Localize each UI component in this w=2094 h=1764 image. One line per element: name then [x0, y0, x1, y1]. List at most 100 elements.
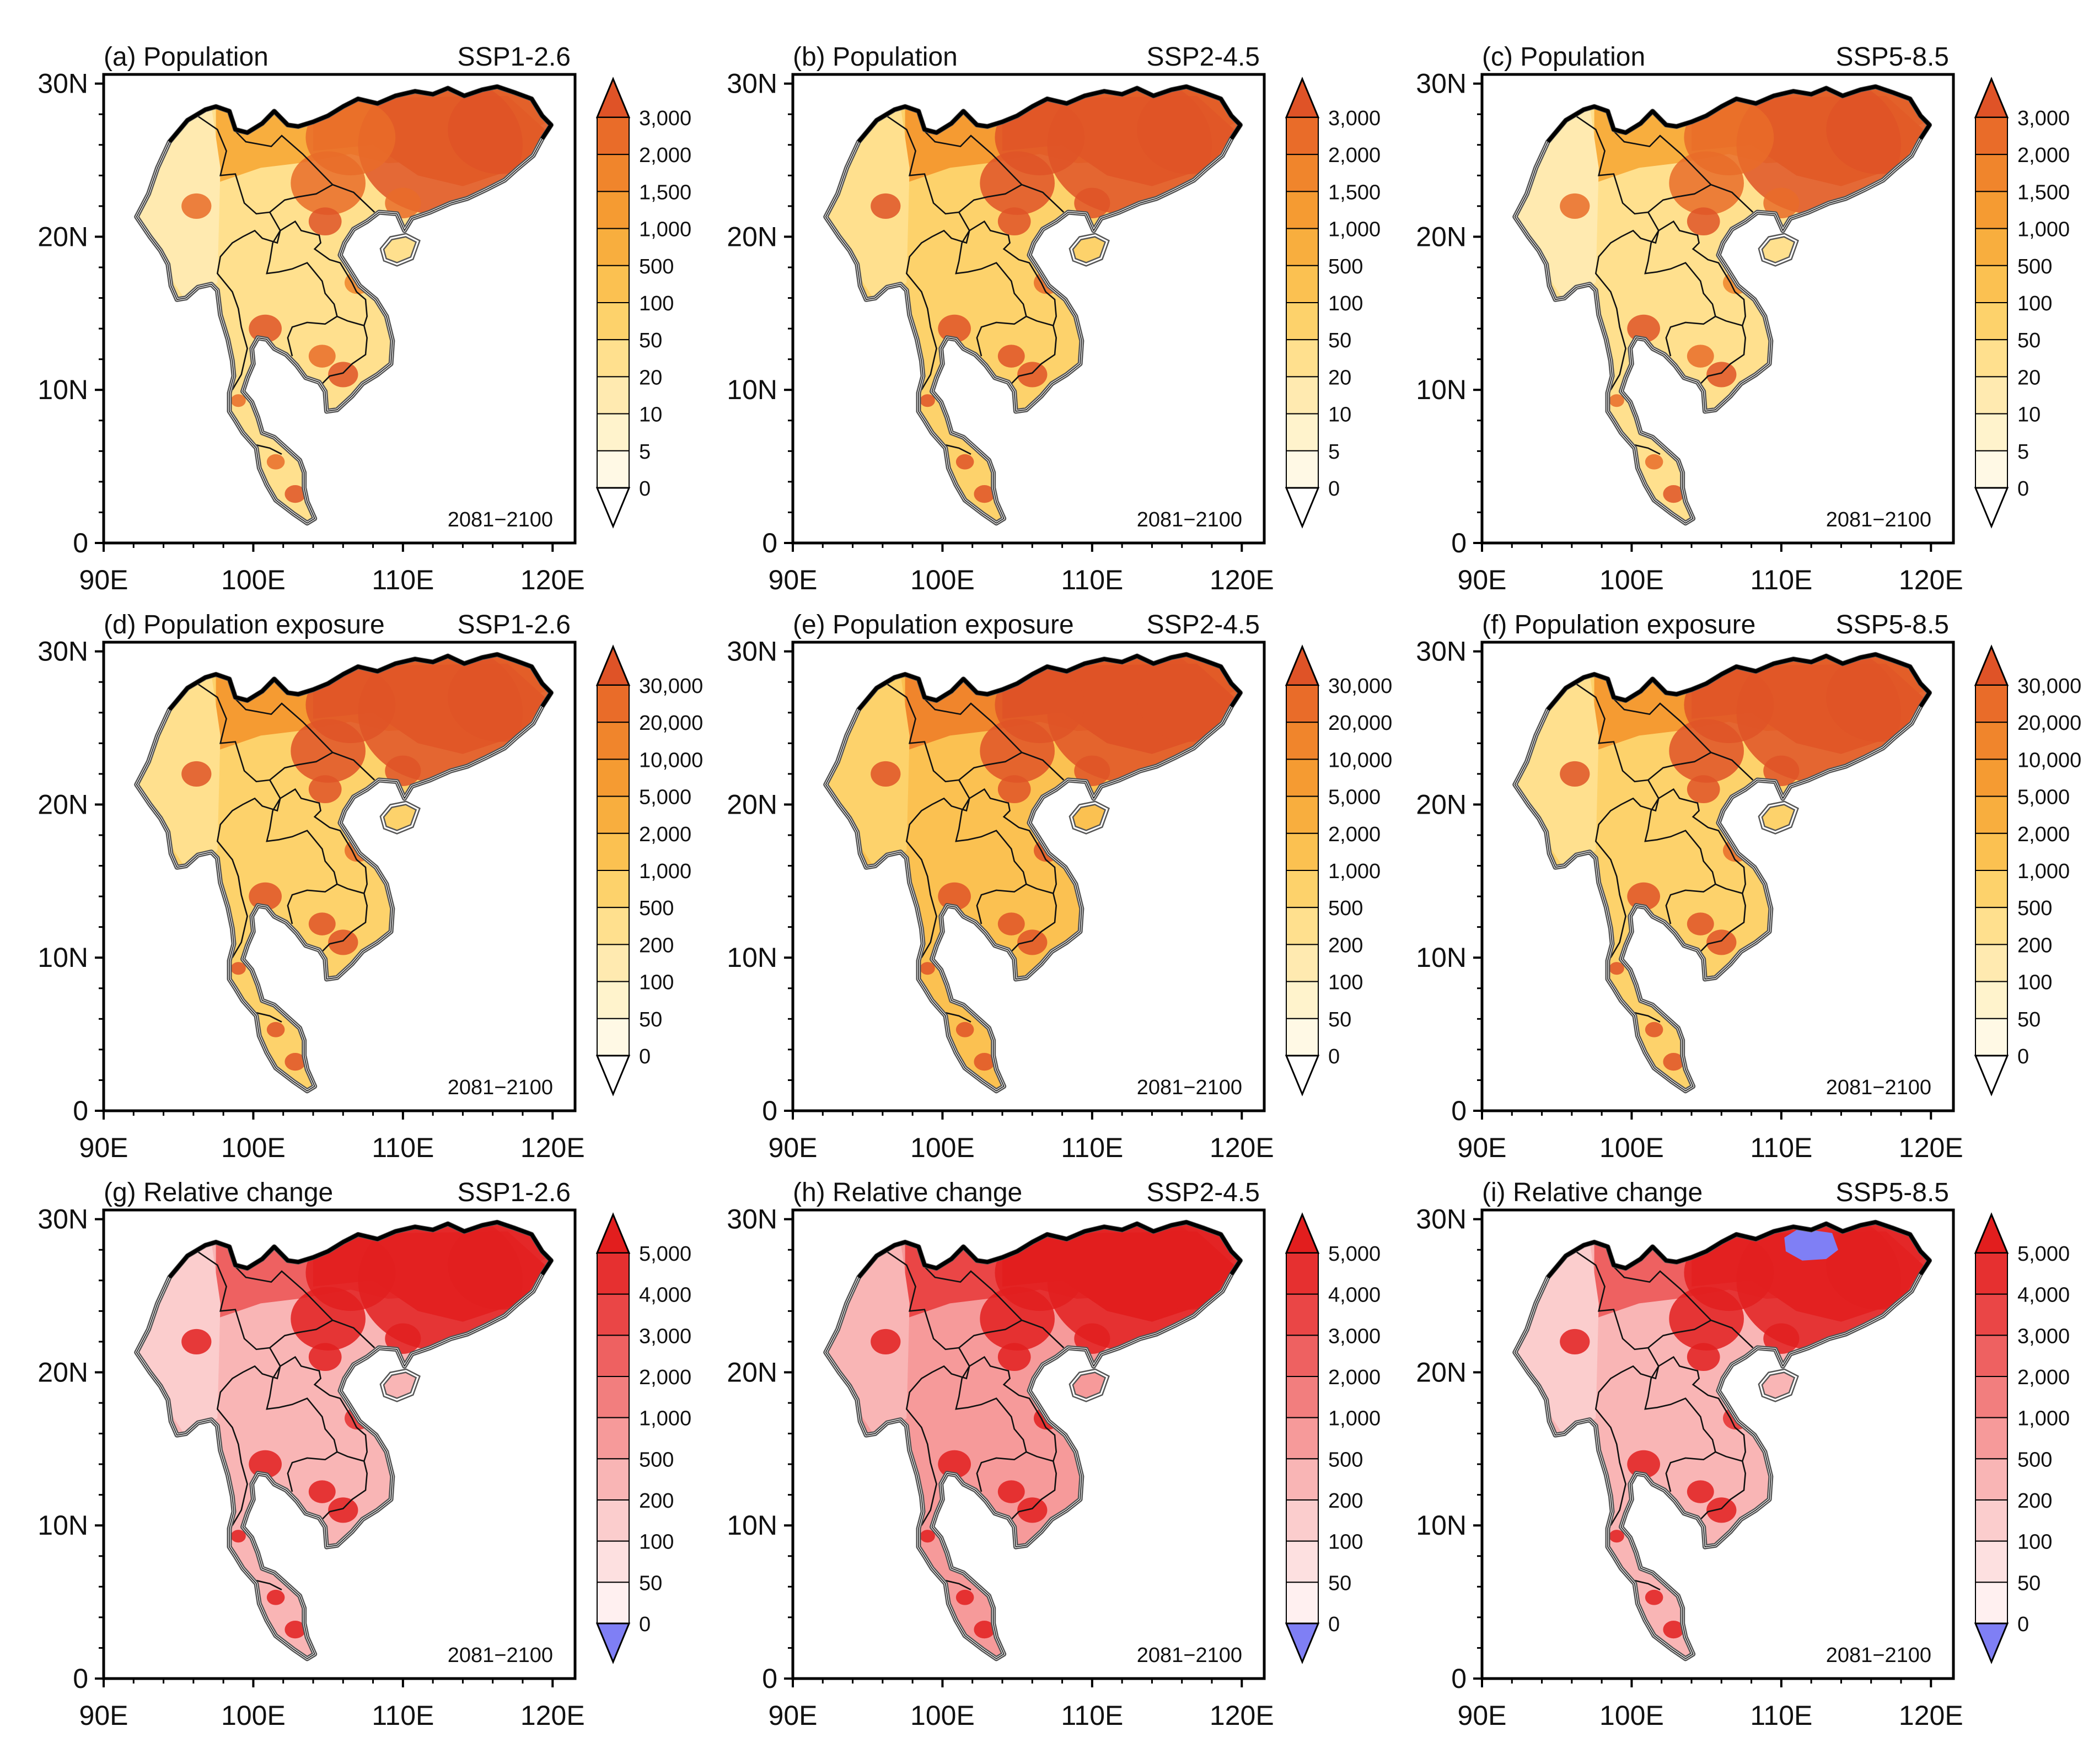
northern-boundary — [857, 1220, 1243, 1279]
colorbar-label: 20,000 — [2017, 712, 2081, 735]
colorbar-label: 1,000 — [1328, 218, 1381, 241]
country-border — [945, 1579, 971, 1591]
colorbar-swatch — [1975, 413, 2008, 451]
colorbar-swatch — [1286, 228, 1319, 266]
country-border — [266, 1365, 338, 1492]
period-label: 2081−2100 — [1826, 1076, 1931, 1099]
colorbar-max-arrow — [1285, 1212, 1320, 1254]
hotspot — [230, 962, 246, 975]
map-panel: 90E 100E 110E 120E 0 10N 20N 30N (i) Relative ch… — [1416, 1178, 2070, 1731]
hotspot — [1074, 755, 1110, 787]
colorbar-swatch — [597, 1293, 630, 1336]
hotspot — [1687, 775, 1720, 804]
y-tick-label: 30N — [37, 68, 88, 99]
y-tick-label: 30N — [1416, 1204, 1467, 1235]
hotspot — [997, 912, 1025, 935]
colorbar-swatch — [1975, 1376, 2008, 1418]
colorbar-label: 100 — [2017, 971, 2052, 994]
x-tick-label: 100E — [1599, 1132, 1664, 1163]
hotspot — [1137, 87, 1241, 174]
colorbar-label: 0 — [1328, 477, 1340, 501]
hotspot — [920, 1530, 935, 1543]
hotspot — [448, 87, 551, 174]
country-border — [228, 111, 375, 213]
colorbar-swatch — [1975, 759, 2008, 797]
country-border — [1607, 111, 1754, 213]
hotspot — [1826, 654, 1930, 742]
y-tick-label: 20N — [37, 789, 88, 820]
colorbar-label: 4,000 — [1328, 1284, 1381, 1307]
colorbar-swatch — [1286, 981, 1319, 1019]
map-panel: 90E 100E 110E 120E 0 10N 20N 30N (c) Population S… — [1416, 42, 2070, 595]
country-border — [1594, 1347, 1660, 1526]
map-panel: 90E 100E 110E 120E 0 10N 20N 30N (a) Population S… — [37, 42, 691, 595]
colorbar-swatch — [597, 981, 630, 1019]
x-tick-label: 120E — [520, 1132, 585, 1163]
colorbar-swatch — [1286, 795, 1319, 834]
panel-title: (e) Population exposure — [793, 610, 1074, 639]
colorbar-label: 10 — [2017, 404, 2041, 427]
colorbar-label: 1,000 — [1328, 860, 1381, 883]
colorbar-label: 5 — [1328, 440, 1340, 464]
y-tick-label: 0 — [762, 1663, 777, 1694]
colorbar-label: 5,000 — [639, 786, 691, 809]
colorbar-min-arrow — [1974, 1055, 2009, 1096]
colorbar-label: 200 — [2017, 934, 2052, 957]
colorbar-swatch — [1975, 1252, 2008, 1295]
colorbar-swatch — [597, 870, 630, 908]
colorbar-label: 5,000 — [1328, 786, 1381, 809]
hotspot — [1017, 362, 1048, 388]
colorbar-label: 500 — [1328, 897, 1363, 920]
colorbar-swatch — [1975, 1417, 2008, 1460]
colorbar-label: 100 — [2017, 1531, 2052, 1554]
hotspot — [1763, 1323, 1800, 1354]
y-tick-label: 20N — [1416, 789, 1467, 820]
country-border — [969, 1356, 1057, 1461]
colorbar-swatch — [597, 1376, 630, 1418]
country-border — [1700, 1451, 1747, 1520]
colorbar-swatch — [1975, 450, 2008, 488]
y-tick-label: 30N — [1416, 636, 1467, 667]
y-tick-label: 0 — [1451, 1663, 1467, 1694]
hotspot — [1687, 345, 1714, 368]
hotspot — [308, 912, 336, 935]
colorbar-label: 5,000 — [1328, 1243, 1381, 1266]
colorbar-label: 5 — [2017, 440, 2029, 464]
colorbar-swatch — [1286, 191, 1319, 229]
hotspot — [955, 1589, 974, 1605]
hotspot — [385, 1323, 421, 1354]
colorbar-label: 20,000 — [1328, 712, 1392, 735]
x-tick-label: 100E — [1599, 1700, 1664, 1731]
colorbar-swatch — [1286, 339, 1319, 378]
colorbar-label: 50 — [2017, 1008, 2041, 1031]
panel-title: (h) Relative change — [793, 1178, 1022, 1207]
x-tick-label: 110E — [1061, 1700, 1123, 1731]
colorbar-label: 10,000 — [639, 749, 703, 772]
x-tick-label: 90E — [1458, 1132, 1507, 1163]
colorbar-swatch — [597, 759, 630, 797]
hotspot — [997, 345, 1025, 368]
colorbar-swatch — [1286, 1376, 1319, 1418]
colorbar-swatch — [1975, 117, 2008, 155]
x-tick-label: 110E — [1061, 1132, 1123, 1163]
hotspot — [1645, 454, 1663, 470]
y-tick-label: 10N — [727, 374, 777, 405]
hainan-outline-inner — [1759, 802, 1797, 833]
data-field — [825, 654, 1241, 1091]
colorbar-swatch — [1975, 1540, 2008, 1583]
x-tick-label: 100E — [221, 1132, 286, 1163]
data-field — [136, 1222, 551, 1659]
country-border — [1658, 1356, 1747, 1461]
colorbar-swatch — [597, 1252, 630, 1295]
country-border — [955, 230, 1027, 357]
colorbar-swatch — [597, 1417, 630, 1460]
colorbar-label: 500 — [2017, 255, 2052, 278]
colorbar-swatch — [1975, 302, 2008, 341]
colorbar-label: 5,000 — [2017, 1243, 2070, 1266]
x-tick-label: 120E — [520, 564, 585, 595]
colorbar-swatch — [1286, 265, 1319, 303]
colorbar-swatch — [1286, 154, 1319, 192]
map-panel: 90E 100E 110E 120E 0 10N 20N 30N (g) Relative ch… — [37, 1178, 691, 1731]
